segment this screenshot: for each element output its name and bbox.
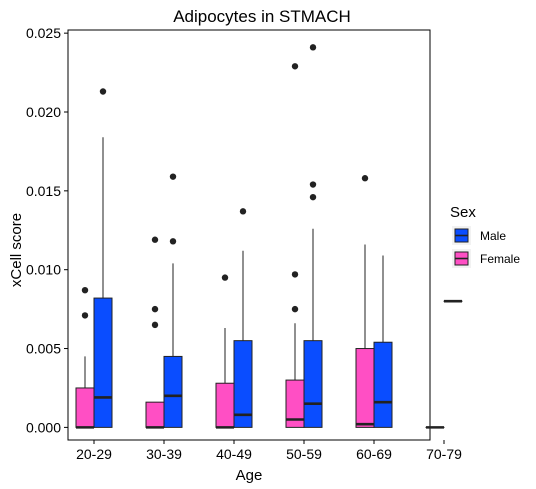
male-outlier-point — [309, 193, 317, 201]
x-tick-label: 40-49 — [216, 446, 252, 462]
male-box — [163, 355, 183, 428]
legend-title: Sex — [450, 204, 476, 221]
plot-layer: 0.000 0.005 0.010 0.015 0.020 0.025 20-29 30-39… — [26, 25, 463, 462]
male-box — [373, 341, 393, 428]
female-outlier-point — [81, 312, 89, 319]
male-outlier-point — [169, 173, 177, 180]
female-box — [215, 382, 235, 428]
legend-items: Male Female — [452, 226, 520, 268]
y-tick-label: 0.005 — [26, 341, 61, 357]
y-tick-label: 0.015 — [26, 183, 61, 199]
plot-panel — [67, 29, 431, 441]
male-box — [233, 340, 253, 428]
female-outlier-point — [361, 175, 369, 182]
y-tick-label: 0.000 — [26, 419, 61, 435]
x-tick-label: 50-59 — [286, 446, 322, 462]
male-outlier-point — [169, 238, 177, 245]
female-outlier-point — [291, 305, 299, 313]
female-box — [75, 387, 95, 428]
female-outlier-point — [81, 286, 89, 294]
legend-label-female: Female — [480, 252, 520, 266]
male-outlier-point — [309, 181, 317, 188]
male-outlier-point — [99, 88, 107, 95]
male-outlier-point — [309, 44, 317, 51]
legend: Sex Male Female — [450, 204, 520, 268]
female-outlier-point — [151, 236, 159, 243]
x-tick-label: 70-79 — [426, 446, 462, 462]
female-outlier-point — [221, 274, 229, 281]
female-outlier-point — [291, 271, 299, 278]
female-outlier-point — [151, 305, 159, 313]
y-tick-label: 0.020 — [26, 104, 61, 120]
x-tick-label: 20-29 — [76, 446, 112, 462]
y-tick-label: 0.010 — [26, 262, 61, 278]
female-box — [355, 348, 375, 428]
female-outlier-point — [291, 63, 299, 70]
chart-title: Adipocytes in STMACH — [173, 7, 351, 26]
female-box — [145, 401, 165, 428]
y-axis-label: xCell score — [8, 213, 25, 287]
male-box — [303, 340, 323, 428]
x-tick-label: 60-69 — [356, 446, 392, 462]
legend-label-male: Male — [480, 229, 506, 243]
y-tick-label: 0.025 — [26, 25, 61, 41]
male-box — [93, 297, 113, 428]
male-outlier-point — [239, 208, 247, 215]
female-outlier-point — [151, 321, 159, 329]
x-tick-label: 30-39 — [146, 446, 182, 462]
x-axis-label: Age — [236, 467, 263, 484]
